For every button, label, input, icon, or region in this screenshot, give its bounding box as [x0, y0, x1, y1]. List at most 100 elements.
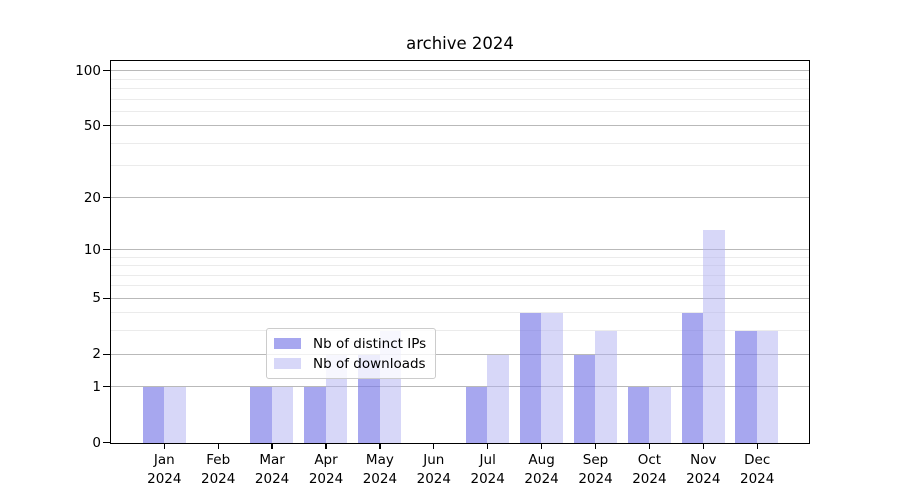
x-axis-tick: [487, 444, 489, 449]
bar-downloads-dec: [756, 331, 779, 443]
bar-downloads-jul: [487, 354, 509, 443]
month-label: Sep: [582, 452, 609, 468]
x-axis-tick: [217, 444, 219, 449]
x-axis-tick: [756, 444, 758, 449]
y-axis-tick-label: 100: [75, 63, 101, 80]
legend-label: Nb of downloads: [313, 355, 426, 372]
y-axis-tick: [103, 248, 110, 250]
legend-swatch-distinct-ips: [274, 338, 301, 349]
gridline-major: [111, 125, 809, 127]
x-axis-tick-label: Jun 2024: [402, 451, 466, 488]
bar-downloads-nov: [703, 230, 725, 443]
bar-distinct-ips-apr: [304, 387, 326, 443]
y-axis-tick-label: 20: [83, 189, 101, 206]
x-axis-tick: [648, 444, 651, 449]
y-axis-tick-label: 2: [92, 346, 101, 363]
bar-downloads-sep: [595, 331, 617, 443]
y-axis-tick-label: 1: [92, 378, 101, 395]
y-axis-tick: [103, 196, 110, 198]
gridline-major: [111, 353, 809, 355]
x-axis-tick-label: Jan 2024: [132, 451, 196, 488]
year-label: 2024: [308, 470, 344, 487]
bar-downloads-jan: [164, 387, 186, 443]
x-axis-tick-label: Sep 2024: [564, 451, 628, 488]
x-axis-tick: [325, 444, 327, 449]
gridline-minor: [111, 165, 809, 167]
year-label: 2024: [362, 470, 398, 487]
gridline-minor: [111, 330, 809, 332]
gridline-minor: [111, 78, 809, 80]
bar-distinct-ips-oct: [627, 387, 650, 443]
gridline-major: [111, 196, 809, 198]
year-label: 2024: [686, 470, 721, 487]
gridline-major: [111, 386, 809, 388]
gridline-major: [111, 248, 809, 250]
y-axis-tick: [103, 442, 110, 444]
y-axis-tick: [103, 386, 110, 388]
legend-row: Nb of distinct IPs: [274, 335, 426, 352]
year-label: 2024: [470, 470, 505, 487]
x-axis-tick: [271, 444, 273, 449]
x-axis-tick-label: Aug 2024: [510, 451, 574, 488]
bar-distinct-ips-aug: [519, 313, 542, 443]
bar-downloads-aug: [541, 313, 563, 443]
x-axis-tick-label: Mar 2024: [240, 451, 304, 488]
gridline-minor: [111, 256, 809, 258]
gridline-minor: [111, 142, 809, 144]
gridline-minor: [111, 88, 809, 90]
month-label: Feb: [206, 452, 231, 468]
y-axis-tick-label: 0: [92, 434, 101, 451]
year-label: 2024: [416, 470, 451, 487]
gridline-major: [111, 70, 809, 72]
x-axis-tick-label: Feb 2024: [186, 451, 250, 488]
y-axis-tick: [103, 70, 110, 72]
gridline-minor: [111, 265, 809, 267]
x-axis-tick: [433, 444, 435, 449]
legend-swatch-downloads: [274, 358, 301, 369]
y-axis-tick-label: 50: [83, 118, 101, 135]
y-axis-tick-label: 10: [83, 241, 101, 258]
year-label: 2024: [740, 470, 775, 487]
legend-row: Nb of downloads: [274, 355, 426, 372]
year-label: 2024: [632, 470, 667, 487]
x-axis-tick: [594, 444, 597, 449]
month-label: Mar: [259, 452, 285, 468]
bar-distinct-ips-sep: [573, 354, 596, 443]
x-axis-tick: [379, 444, 381, 449]
year-label: 2024: [524, 470, 559, 487]
gridline-major: [111, 297, 809, 299]
chart-title: archive 2024: [406, 34, 514, 53]
x-axis-tick-label: Nov 2024: [671, 451, 735, 488]
gridline-minor: [111, 98, 809, 100]
x-axis-tick-label: May 2024: [348, 451, 412, 488]
y-axis-tick: [103, 353, 110, 355]
year-label: 2024: [578, 470, 613, 487]
month-label: Apr: [314, 452, 338, 468]
month-label: Nov: [690, 452, 717, 468]
x-axis-tick: [702, 444, 704, 449]
gridline-minor: [111, 312, 809, 314]
month-label: Jun: [423, 452, 445, 468]
bar-downloads-oct: [649, 387, 671, 443]
x-axis-tick-label: Oct 2024: [617, 451, 681, 488]
gridline-minor: [111, 110, 809, 112]
month-label: Dec: [744, 452, 771, 468]
plot-area: [110, 60, 810, 444]
x-axis-tick-label: Dec 2024: [725, 451, 789, 488]
y-axis-tick: [103, 297, 110, 299]
month-label: Oct: [637, 452, 662, 468]
bar-distinct-ips-nov: [681, 313, 703, 443]
y-axis-tick: [103, 125, 110, 127]
y-axis-tick-label: 5: [92, 290, 101, 307]
bar-distinct-ips-jan: [142, 387, 164, 443]
bar-distinct-ips-mar: [250, 387, 272, 443]
year-label: 2024: [201, 470, 236, 487]
year-label: 2024: [254, 470, 290, 487]
gridline-minor: [111, 274, 809, 276]
x-axis-tick: [163, 444, 165, 449]
year-label: 2024: [147, 470, 182, 487]
gridline-minor: [111, 285, 809, 287]
x-axis-tick-label: Jul 2024: [456, 451, 520, 488]
month-label: Aug: [528, 452, 555, 468]
